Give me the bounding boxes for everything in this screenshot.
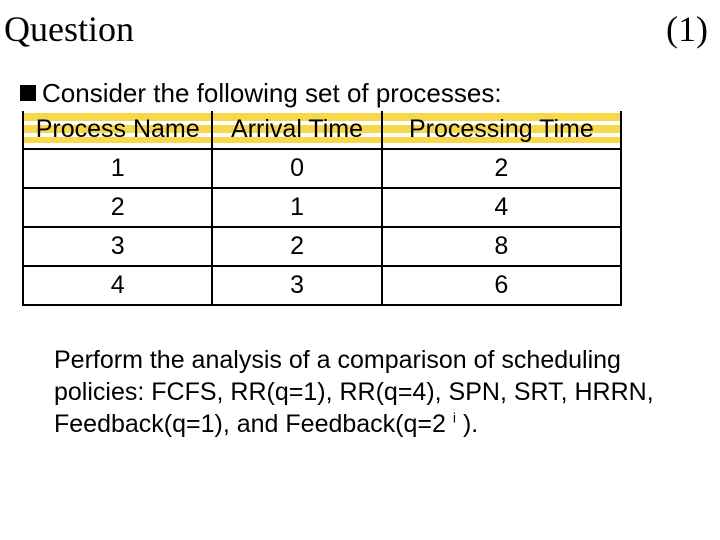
col-process-name: Process Name [23, 111, 212, 149]
cell: 3 [23, 227, 212, 266]
cell: 0 [212, 149, 381, 188]
table-header-row: Process Name Arrival Time Processing Tim… [23, 111, 621, 149]
cell: 3 [212, 266, 381, 305]
table-row: 4 3 6 [23, 266, 621, 305]
cell: 4 [23, 266, 212, 305]
analysis-post: ). [456, 410, 478, 438]
cell: 1 [212, 188, 381, 227]
table-row: 3 2 8 [23, 227, 621, 266]
cell: 8 [382, 227, 621, 266]
cell: 2 [23, 188, 212, 227]
analysis-paragraph: Perform the analysis of a comparison of … [20, 344, 700, 440]
slide-number: (1) [666, 8, 708, 50]
table-row: 2 1 4 [23, 188, 621, 227]
cell: 2 [382, 149, 621, 188]
process-table: Process Name Arrival Time Processing Tim… [22, 111, 622, 306]
table-row: 1 0 2 [23, 149, 621, 188]
cell: 6 [382, 266, 621, 305]
slide-title: Question [4, 8, 134, 50]
intro-bullet: Consider the following set of processes: [20, 78, 700, 109]
cell: 4 [382, 188, 621, 227]
cell: 2 [212, 227, 381, 266]
cell: 1 [23, 149, 212, 188]
col-processing-time: Processing Time [382, 111, 621, 149]
process-table-wrap: Process Name Arrival Time Processing Tim… [22, 111, 700, 306]
intro-text: Consider the following set of processes: [42, 78, 502, 108]
square-bullet-icon [20, 85, 36, 101]
col-arrival-time: Arrival Time [212, 111, 381, 149]
analysis-pre: Perform the analysis of a comparison of … [54, 346, 654, 438]
